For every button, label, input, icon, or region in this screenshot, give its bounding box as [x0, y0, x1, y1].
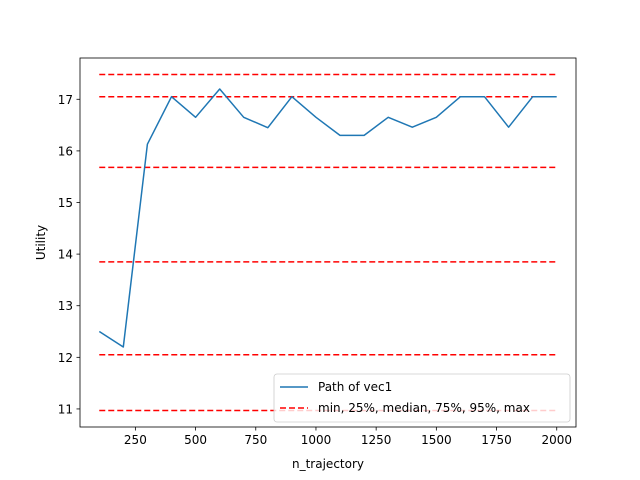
- x-axis: 250 500 750 1000 1250 1500 1750 2000: [124, 427, 572, 447]
- series-group: [98, 88, 557, 348]
- x-tick-label: 1750: [481, 433, 512, 447]
- y-axis: 11 12 13 14 15 16 17: [58, 93, 80, 416]
- x-tick-label: 500: [184, 433, 207, 447]
- plot-frame: [79, 57, 577, 428]
- y-tick-label: 13: [58, 299, 73, 313]
- x-tick-label: 250: [124, 433, 147, 447]
- y-tick-label: 11: [58, 402, 73, 416]
- y-tick-label: 12: [58, 351, 73, 365]
- y-tick-label: 14: [58, 248, 73, 262]
- legend-label-reference: min, 25%, median, 75%, 95%, max: [318, 401, 530, 415]
- y-tick-label: 16: [58, 144, 73, 158]
- x-tick-label: 750: [244, 433, 267, 447]
- y-tick-label: 15: [58, 196, 73, 210]
- x-tick-label: 1500: [421, 433, 452, 447]
- x-axis-label: n_trajectory: [292, 457, 364, 471]
- legend: Path of vec1 min, 25%, median, 75%, 95%,…: [273, 373, 571, 423]
- y-tick-label: 17: [58, 93, 73, 107]
- legend-box: [273, 373, 571, 423]
- x-tick-label: 2000: [541, 433, 572, 447]
- series-line-0: [98, 88, 557, 348]
- reference-lines-group: [99, 73, 557, 412]
- x-tick-label: 1250: [361, 433, 392, 447]
- x-tick-label: 1000: [301, 433, 332, 447]
- legend-label-series: Path of vec1: [318, 380, 392, 394]
- y-axis-label: Utility: [34, 225, 48, 260]
